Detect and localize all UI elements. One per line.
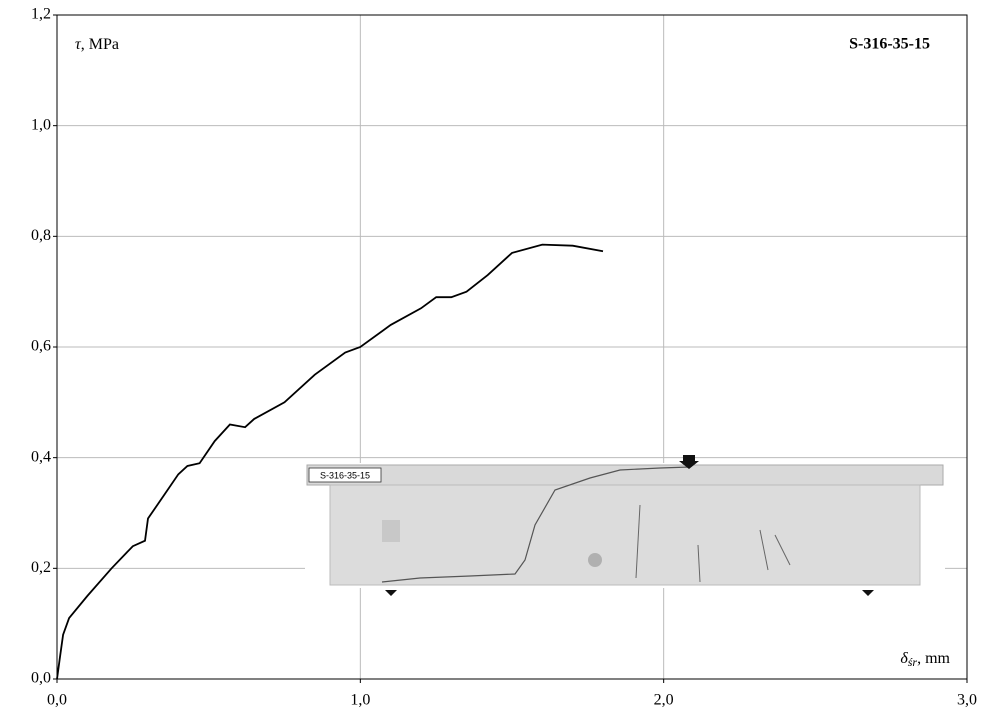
y-tick-label: 0,8 xyxy=(31,227,51,244)
y-tick-label: 0,2 xyxy=(31,559,51,576)
x-tick-label: 0,0 xyxy=(47,692,67,709)
x-label-sub: śr xyxy=(908,655,918,669)
y-label-rest: , MPa xyxy=(81,36,119,53)
y-label-symbol: τ xyxy=(75,36,82,53)
photo-inset: S-316-35-15 xyxy=(305,455,945,596)
y-tick-label: 1,2 xyxy=(31,6,51,23)
chart-title: S-316-35-15 xyxy=(849,36,930,53)
x-label-symbol: δ xyxy=(900,650,908,667)
x-axis-label: δśr, mm xyxy=(900,650,950,669)
y-axis-label: τ, MPa xyxy=(75,36,119,53)
x-tick-label: 2,0 xyxy=(654,692,674,709)
y-tick-label: 0,4 xyxy=(31,448,51,465)
y-tick-label: 0,0 xyxy=(31,670,51,687)
x-tick-label: 1,0 xyxy=(350,692,370,709)
y-tick-label: 0,6 xyxy=(31,338,51,355)
x-tick-label: 3,0 xyxy=(957,692,977,709)
y-tick-label: 1,0 xyxy=(31,116,51,133)
data-line xyxy=(56,243,604,680)
photo-label: S-316-35-15 xyxy=(320,470,370,480)
x-label-rest: , mm xyxy=(917,650,950,667)
